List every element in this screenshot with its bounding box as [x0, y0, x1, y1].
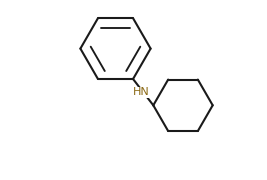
Bar: [131, 87, 151, 98]
Text: HN: HN: [133, 87, 150, 97]
